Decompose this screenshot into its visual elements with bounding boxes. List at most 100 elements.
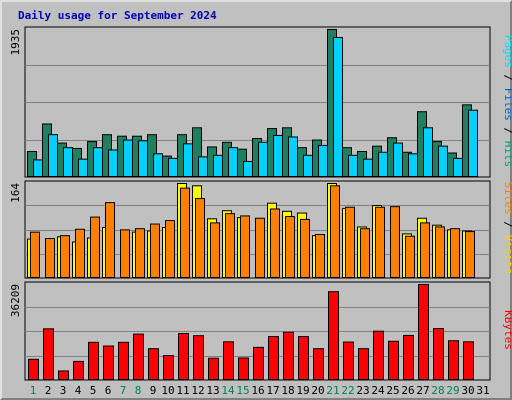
pages-files-hits-bar-pages-day-18 (288, 136, 298, 178)
kbytes-legend-label: KBytes (502, 310, 512, 350)
visits-sites-bar-sites-day-7 (120, 229, 130, 278)
legend-part: KBytes (502, 310, 512, 350)
kbytes-bar-kbytes-day-12 (193, 335, 204, 380)
kbytes-bar-kbytes-day-5 (88, 341, 99, 381)
visits-sites-bar-sites-day-4 (75, 228, 85, 278)
pages-files-hits-bar-pages-day-22 (348, 154, 358, 177)
day-label-4: 4 (75, 384, 82, 397)
kbytes-bar-kbytes-day-20 (313, 348, 324, 380)
day-label-14: 14 (221, 384, 235, 397)
pages-files-hits-bar-pages-day-20 (318, 144, 328, 177)
visits-sites-bar-sites-day-18 (285, 216, 295, 279)
pages-files-hits-bar-pages-day-7 (123, 139, 133, 177)
legend-part: Sites (502, 182, 512, 215)
visits-sites-bar-sites-day-3 (60, 235, 70, 278)
kbytes-bar-kbytes-day-28 (433, 328, 444, 380)
day-label-24: 24 (371, 384, 385, 397)
visits-sites-bar-sites-day-22 (345, 206, 355, 278)
pages-files-hits-bar-pages-day-1 (33, 159, 43, 177)
day-label-13: 13 (206, 384, 219, 397)
kbytes-bar-kbytes-day-22 (343, 341, 354, 380)
pages-files-hits-bar-hits-day-12 (192, 127, 202, 178)
day-label-31: 31 (476, 384, 489, 397)
pages-files-hits-bar-pages-day-29 (453, 157, 463, 178)
day-label-6: 6 (105, 384, 112, 397)
kbytes-bar-kbytes-day-7 (118, 341, 129, 381)
pages-files-hits-bar-pages-day-6 (108, 149, 118, 178)
pages-files-hits-bar-pages-day-19 (303, 154, 313, 177)
visits-sites-bar-sites-day-19 (300, 218, 310, 278)
pages-files-hits-bar-pages-day-25 (393, 142, 403, 177)
day-label-28: 28 (431, 384, 444, 397)
visits-sites-bar-sites-day-30 (465, 231, 475, 278)
visits-sites-bar-sites-day-27 (420, 222, 430, 278)
kbytes-bar-kbytes-day-23 (358, 348, 369, 380)
day-label-19: 19 (296, 384, 309, 397)
visits-sites-bar-sites-day-1 (30, 231, 40, 279)
pages-files-hits-bar-pages-day-28 (438, 145, 448, 177)
pages-files-hits-bar-pages-day-27 (423, 127, 433, 178)
kbytes-bar-kbytes-day-19 (298, 335, 309, 380)
kbytes-bar-kbytes-day-15 (238, 357, 249, 381)
pages-files-hits-bar-pages-day-17 (273, 134, 283, 177)
visits-sites-bar-sites-day-12 (195, 198, 205, 278)
pages-files-hits-bar-pages-day-26 (408, 153, 418, 177)
visits-sites-bar-sites-day-6 (105, 202, 115, 279)
visits-sites-bar-sites-day-25 (390, 206, 400, 278)
chart-title: Daily usage for September 2024 (18, 9, 217, 22)
kbytes-ymax-label: 36209 (9, 284, 22, 317)
day-label-3: 3 (60, 384, 67, 397)
pages-files-hits-bar-pages-day-4 (78, 158, 88, 178)
pages-files-hits-bar-pages-day-13 (213, 154, 223, 177)
kbytes-bar-kbytes-day-21 (328, 291, 339, 381)
pages-files-hits-bar-pages-day-8 (138, 140, 148, 177)
pages-files-hits-bar-pages-day-23 (363, 158, 373, 178)
kbytes-bar-kbytes-day-2 (43, 328, 54, 380)
pages-files-hits-ymax-label: 1935 (9, 29, 22, 56)
visits-sites-bar-sites-day-29 (450, 228, 460, 278)
visits-sites-bar-sites-day-13 (210, 222, 220, 278)
kbytes-bar-kbytes-day-26 (403, 334, 414, 381)
kbytes-bar-kbytes-day-3 (58, 370, 69, 381)
pages-files-hits-bar-pages-day-5 (93, 147, 103, 178)
day-label-26: 26 (401, 384, 414, 397)
kbytes-bar-kbytes-day-9 (148, 348, 159, 380)
visits-sites-bar-sites-day-24 (375, 206, 385, 278)
day-label-16: 16 (251, 384, 264, 397)
legend-part: Visits (502, 235, 512, 275)
visits-sites-bar-sites-day-14 (225, 213, 235, 278)
day-label-15: 15 (236, 384, 249, 397)
visits-sites-bar-sites-day-2 (45, 238, 55, 278)
visits-sites-bar-sites-day-11 (180, 187, 190, 278)
legend-part: / (502, 121, 512, 141)
visits-sites-bar-sites-day-9 (150, 223, 160, 278)
pages-files-hits-bar-pages-day-24 (378, 151, 388, 177)
day-label-9: 9 (150, 384, 157, 397)
kbytes-bar-kbytes-day-8 (133, 333, 144, 380)
day-label-10: 10 (161, 384, 174, 397)
visits-sites-legend-label: Sites / Visits (502, 182, 512, 275)
kbytes-bar-kbytes-day-17 (268, 335, 279, 380)
kbytes-bar-kbytes-day-4 (73, 360, 84, 381)
day-label-22: 22 (341, 384, 354, 397)
day-label-30: 30 (461, 384, 474, 397)
pages-files-hits-bar-pages-day-2 (48, 134, 58, 177)
day-label-27: 27 (416, 384, 429, 397)
legend-part: / (502, 215, 512, 235)
kbytes-bar-kbytes-day-14 (223, 341, 234, 380)
visits-sites-bar-sites-day-5 (90, 216, 100, 279)
visits-sites-bar-sites-day-16 (255, 217, 265, 279)
visits-sites-bar-sites-day-17 (270, 208, 280, 278)
pages-files-hits-bar-pages-day-3 (63, 147, 73, 178)
day-label-1: 1 (30, 384, 37, 397)
pages-files-hits-bar-pages-day-9 (153, 153, 163, 177)
day-label-23: 23 (356, 384, 369, 397)
day-label-11: 11 (176, 384, 189, 397)
pages-files-hits-bar-pages-day-10 (168, 157, 178, 178)
day-label-7: 7 (120, 384, 127, 397)
pages-files-hits-bar-pages-day-30 (468, 109, 478, 177)
visits-sites-bar-sites-day-23 (360, 228, 370, 278)
kbytes-bar-kbytes-day-11 (178, 333, 189, 381)
visits-sites-bar-sites-day-28 (435, 226, 445, 279)
visits-sites-ymax-label: 164 (9, 183, 22, 203)
